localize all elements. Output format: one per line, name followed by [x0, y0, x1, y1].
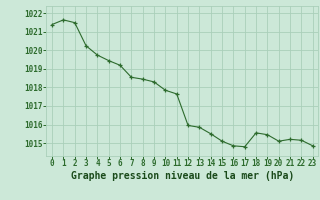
X-axis label: Graphe pression niveau de la mer (hPa): Graphe pression niveau de la mer (hPa) [71, 171, 294, 181]
